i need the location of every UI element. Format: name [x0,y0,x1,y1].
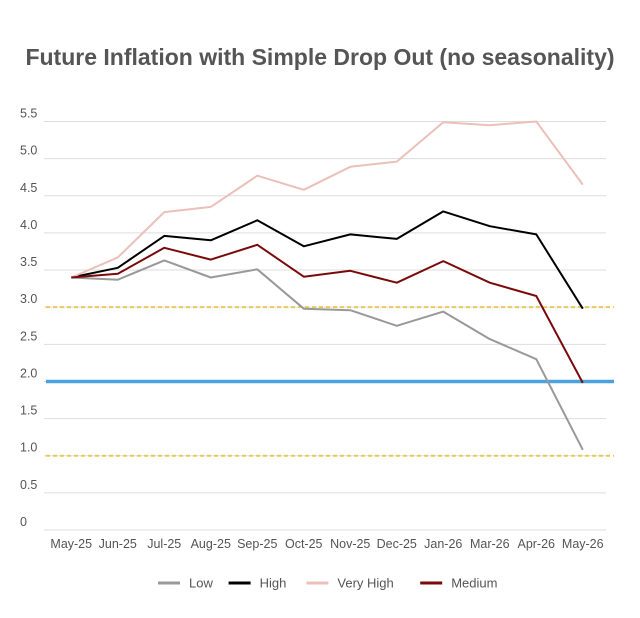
x-tick-label: May-26 [562,537,604,551]
x-tick-label: Dec-25 [377,537,417,551]
grid-lines [44,121,606,531]
reference-lines [46,306,614,457]
y-axis-tick-labels: 0 0.5 1.0 1.5 2.0 2.5 3.0 3.5 4.0 4.5 5.0 5.5 [20,107,37,530]
x-tick-label: Jan-26 [424,537,462,551]
y-tick-label: 1.0 [20,441,37,455]
series-line [70,120,584,279]
series-line [71,210,584,310]
legend-label: Very High [337,576,393,591]
x-tick-label: Aug-25 [191,537,231,551]
y-tick-label: 5.5 [20,107,37,121]
series-line [71,243,584,384]
x-tick-label: Jul-25 [147,537,181,551]
x-tick-label: Mar-26 [470,537,510,551]
y-tick-label: 5.0 [20,144,37,158]
y-tick-label: 4.5 [20,181,37,195]
legend-label: High [260,576,287,591]
y-tick-label: 0.5 [20,478,37,492]
y-tick-label: 3.0 [20,292,37,306]
x-axis-tick-labels: May-25 Jun-25 Jul-25 Aug-25 Sep-25 Oct-25 Nov-… [50,537,603,551]
x-tick-label: Sep-25 [237,537,277,551]
x-tick-label: Nov-25 [330,537,370,551]
series-line [71,259,584,451]
legend: Low High Very High Medium [158,576,497,591]
y-tick-label: 2.0 [20,366,37,380]
x-tick-label: Jun-25 [99,537,137,551]
chart-title: Future Inflation with Simple Drop Out (n… [25,44,615,70]
y-tick-label: 2.5 [20,329,37,343]
y-tick-label: 1.5 [20,404,37,418]
y-tick-label: 0 [20,515,27,529]
y-tick-label: 3.5 [20,255,37,269]
legend-label: Low [189,576,213,591]
y-tick-label: 4.0 [20,218,37,232]
x-tick-label: Apr-26 [517,537,555,551]
legend-label: Medium [451,576,497,591]
x-tick-label: May-25 [50,537,92,551]
x-tick-label: Oct-25 [285,537,323,551]
series-lines [70,120,584,451]
